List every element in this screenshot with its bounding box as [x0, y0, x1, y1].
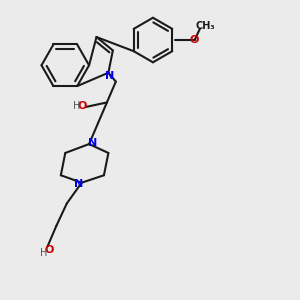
Text: H: H	[74, 101, 81, 111]
Text: CH₃: CH₃	[196, 21, 215, 32]
Text: N: N	[105, 71, 115, 81]
Text: O: O	[190, 35, 199, 45]
Text: H: H	[40, 248, 47, 258]
Text: O: O	[78, 101, 87, 111]
Text: N: N	[88, 138, 98, 148]
Text: O: O	[44, 245, 54, 255]
Text: N: N	[74, 179, 83, 189]
